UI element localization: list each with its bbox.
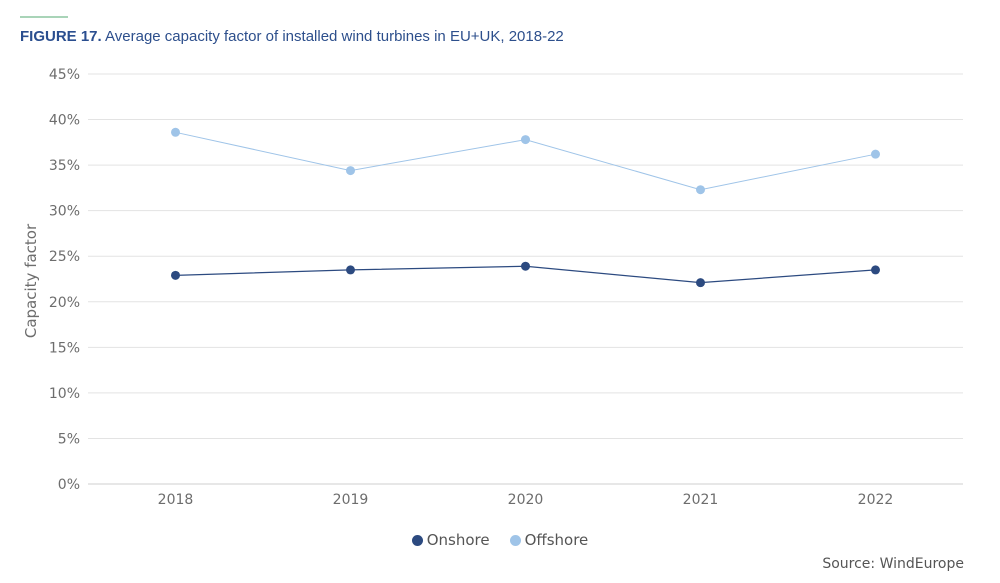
figure-label: FIGURE 17.: [20, 28, 102, 45]
data-point-offshore: [871, 149, 880, 159]
x-tick-label: 2019: [333, 492, 369, 508]
legend-label-onshore: Onshore: [426, 531, 490, 549]
y-tick-label: 35%: [49, 158, 80, 174]
y-tick-label: 45%: [49, 67, 80, 83]
figure-title: FIGURE 17. Average capacity factor of in…: [20, 28, 564, 45]
x-tick-label: 2020: [508, 492, 544, 508]
data-point-offshore: [696, 185, 705, 195]
y-tick-label: 30%: [49, 204, 80, 220]
figure-title-text: Average capacity factor of installed win…: [105, 28, 564, 45]
accent-bar: [20, 16, 68, 18]
data-point-offshore: [346, 166, 355, 176]
legend-swatch-onshore: [411, 534, 423, 546]
legend: Onshore Offshore: [0, 531, 1000, 549]
y-tick-label: 0%: [58, 477, 80, 493]
x-tick-label: 2021: [683, 492, 719, 508]
legend-item-onshore: Onshore: [411, 531, 490, 549]
data-point-onshore: [346, 265, 355, 275]
y-tick-label: 20%: [49, 295, 80, 311]
legend-label-offshore: Offshore: [524, 531, 589, 549]
series-layer: [171, 127, 880, 288]
data-point-onshore: [696, 278, 705, 288]
y-tick-label: 15%: [49, 340, 80, 356]
data-point-onshore: [871, 265, 880, 275]
y-axis-title: Capacity factor: [22, 223, 40, 338]
data-point-offshore: [171, 127, 180, 137]
source-note: Source: WindEurope: [822, 556, 964, 572]
y-tick-label: 40%: [49, 113, 80, 129]
x-tick-label: 2018: [158, 492, 194, 508]
x-tick-labels: 2018 2019 2020 2021 2022: [158, 492, 894, 508]
legend-swatch-offshore: [509, 534, 521, 546]
data-point-onshore: [521, 261, 530, 271]
y-tick-label: 10%: [49, 386, 80, 402]
y-tick-labels: 0% 5% 10% 15% 20% 25% 30% 35% 40% 45%: [49, 67, 80, 493]
data-point-offshore: [521, 135, 530, 145]
y-tick-label: 25%: [49, 249, 80, 265]
y-tick-label: 5%: [58, 431, 80, 447]
x-tick-label: 2022: [858, 492, 894, 508]
data-point-onshore: [171, 270, 180, 280]
grid-layer: [88, 73, 963, 485]
legend-item-offshore: Offshore: [509, 531, 589, 549]
